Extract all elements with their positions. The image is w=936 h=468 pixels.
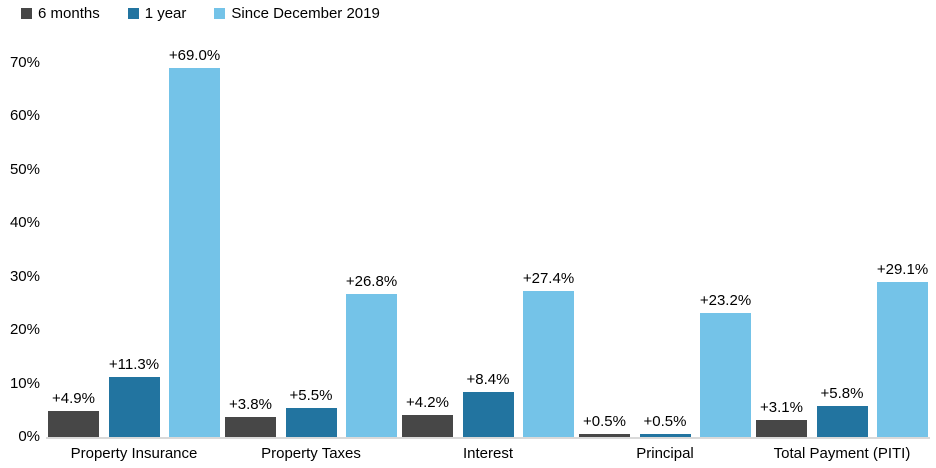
bar-value-label: +3.8%: [229, 395, 272, 413]
bar: [816, 406, 868, 437]
y-tick-label: 40%: [9, 214, 40, 232]
bar-group: +3.1% +5.8% +29.1%: [756, 261, 928, 437]
x-axis-line: [46, 437, 930, 439]
bar: [756, 420, 807, 437]
category-label: Total Payment (PITI): [773, 445, 911, 462]
bar-value-label: +4.2%: [406, 393, 449, 411]
bar: [639, 434, 691, 437]
legend: 6 months 1 year Since December 2019: [21, 5, 380, 22]
y-tick-label: 20%: [9, 321, 40, 339]
category-label: Property Insurance: [70, 445, 198, 462]
bar-cell: +3.8%: [225, 396, 276, 437]
bar-cell: +0.5%: [639, 413, 691, 437]
bar-chart: 0% 10% 20% 30% 40% 50% 60% 70% +4.9% +11.3% +69.0…: [0, 47, 936, 468]
legend-swatch-since-december-2019: [214, 8, 226, 19]
bar: [402, 414, 453, 437]
category-group: +3.1% +5.8% +29.1% Total Payment (PITI): [756, 63, 928, 462]
bar-cell: +26.8%: [346, 273, 397, 437]
bar-cell: +69.0%: [169, 47, 220, 437]
bar-group: +4.2% +8.4% +27.4%: [402, 270, 574, 437]
bar: [877, 281, 928, 437]
bar: [346, 293, 397, 437]
bar-value-label: +3.1%: [760, 399, 803, 417]
category-label: Property Taxes: [261, 445, 361, 462]
bar: [169, 68, 220, 437]
bar: [48, 410, 99, 437]
legend-label-1-year: 1 year: [144, 5, 187, 22]
legend-item-6-months: 6 months: [21, 5, 100, 22]
category-label: Interest: [462, 445, 514, 462]
bar-value-label: +5.5%: [289, 386, 333, 404]
y-tick-label: 30%: [9, 267, 40, 285]
bar-cell: +11.3%: [108, 355, 160, 437]
bar: [579, 434, 630, 437]
bar-cell: +5.5%: [285, 386, 337, 437]
bar: [462, 392, 514, 437]
bar-cell: +5.8%: [816, 385, 868, 437]
bar-value-label: +4.9%: [52, 389, 95, 407]
legend-label-6-months: 6 months: [38, 5, 100, 22]
plot-area: +4.9% +11.3% +69.0% Property Insurance +3.8%…: [46, 47, 930, 462]
category-group: +3.8% +5.5% +26.8% Property Taxes: [225, 63, 397, 462]
bar-value-label: +0.5%: [583, 413, 626, 431]
legend-swatch-6-months: [21, 8, 32, 19]
bar-cell: +4.9%: [48, 390, 99, 437]
legend-item-since-december-2019: Since December 2019: [214, 5, 380, 22]
bar-value-label: +29.1%: [876, 260, 929, 278]
y-tick-label: 70%: [9, 54, 40, 71]
bar-cell: +27.4%: [523, 270, 574, 437]
bar: [108, 376, 160, 437]
y-tick-label: 10%: [9, 374, 40, 392]
bar: [700, 313, 751, 437]
category-group: +4.9% +11.3% +69.0% Property Insurance: [48, 47, 220, 462]
bar: [523, 290, 574, 437]
y-tick-label: 50%: [9, 160, 40, 178]
bar-cell: +23.2%: [700, 292, 751, 437]
y-tick-label: 0%: [18, 428, 40, 445]
bar-value-label: +0.5%: [643, 413, 687, 431]
bar-value-label: +23.2%: [699, 292, 752, 310]
bar-group: +3.8% +5.5% +26.8%: [225, 273, 397, 437]
bar-cell: +29.1%: [877, 261, 928, 437]
category-label: Principal: [636, 445, 694, 462]
y-tick-label: 60%: [9, 107, 40, 125]
bar-group: +0.5% +0.5% +23.2%: [579, 292, 751, 437]
bar-cell: +0.5%: [579, 413, 630, 437]
bar-cell: +8.4%: [462, 371, 514, 437]
y-axis: 0% 10% 20% 30% 40% 50% 60% 70%: [0, 55, 40, 445]
bar-value-label: +11.3%: [108, 355, 160, 373]
bar-value-label: +8.4%: [466, 371, 510, 389]
bar-cell: +4.2%: [402, 394, 453, 437]
bar-cell: +3.1%: [756, 399, 807, 437]
bar-group: +4.9% +11.3% +69.0%: [48, 47, 220, 437]
bar-value-label: +69.0%: [168, 47, 221, 65]
bar: [225, 416, 276, 437]
bar-value-label: +27.4%: [522, 269, 575, 287]
legend-swatch-1-year: [127, 8, 139, 19]
bar: [285, 407, 337, 437]
category-group: +4.2% +8.4% +27.4% Interest: [402, 63, 574, 462]
legend-item-1-year: 1 year: [127, 5, 187, 22]
bar-value-label: +26.8%: [345, 272, 398, 290]
category-group: +0.5% +0.5% +23.2% Principal: [579, 63, 751, 462]
legend-label-since-december-2019: Since December 2019: [231, 5, 380, 22]
bar-value-label: +5.8%: [820, 385, 864, 403]
